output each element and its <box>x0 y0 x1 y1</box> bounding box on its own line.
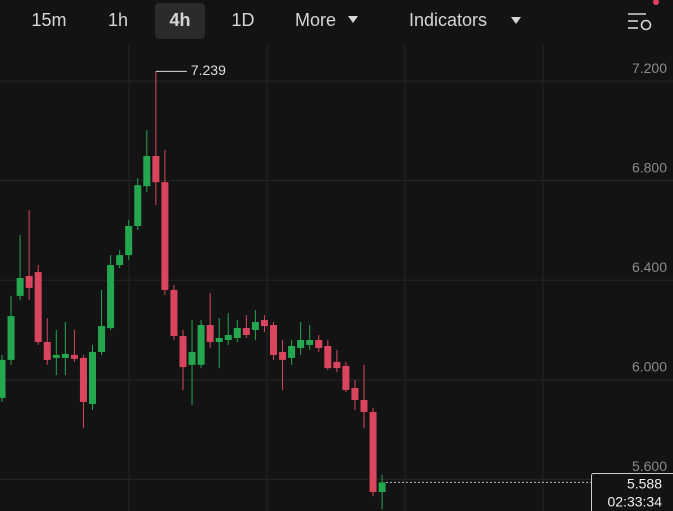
candle-body <box>279 351 287 360</box>
candle-body <box>378 482 386 493</box>
candle-body <box>0 359 6 398</box>
candle-body <box>179 336 187 368</box>
candle-body <box>333 361 341 369</box>
candle-body <box>125 225 133 256</box>
candle-body <box>70 354 78 359</box>
candle-body <box>16 278 24 296</box>
candle-body <box>324 345 332 369</box>
indicators-button[interactable]: Indicators <box>409 10 487 30</box>
candle-body <box>306 339 314 345</box>
dropdown-arrow <box>348 16 358 23</box>
candle-body <box>161 182 169 290</box>
candle-body <box>288 345 296 358</box>
interval-tab[interactable]: 1D <box>231 10 254 30</box>
candle-body <box>134 185 142 226</box>
interval-tab[interactable]: 1h <box>108 10 128 30</box>
y-tick-label: 7.200 <box>632 60 667 76</box>
candle-body <box>7 316 15 360</box>
candle-body <box>52 354 60 358</box>
candle-body <box>61 353 69 358</box>
candle-body <box>25 276 33 288</box>
candle-body <box>260 320 268 327</box>
interval-tab[interactable]: 15m <box>31 10 66 30</box>
y-tick-label: 6.800 <box>632 159 667 175</box>
candle-body <box>224 335 232 340</box>
active-tab-bg <box>155 3 205 39</box>
candle-body <box>315 339 323 348</box>
candle-body <box>188 351 196 365</box>
y-tick-label: 5.600 <box>632 458 667 474</box>
candle-body <box>116 255 124 266</box>
candle-body <box>369 411 377 493</box>
candle-body <box>79 357 87 402</box>
candle-body <box>206 325 214 342</box>
candle-body <box>297 339 305 348</box>
candle-body <box>98 326 106 352</box>
candle-body <box>351 388 359 400</box>
candle-body <box>43 341 51 360</box>
dropdown-arrow <box>511 17 521 24</box>
high-label: 7.239 <box>191 62 226 78</box>
interval-tab[interactable]: 4h <box>169 10 190 30</box>
notification-dot <box>653 0 659 5</box>
candle-body <box>270 325 277 355</box>
y-tick-label: 6.000 <box>632 359 667 375</box>
time-grid <box>128 45 544 511</box>
countdown: 02:33:34 <box>608 494 663 510</box>
price-box <box>591 473 673 511</box>
candle-body <box>197 325 205 365</box>
candle-body <box>89 351 96 404</box>
candle-body <box>215 337 223 342</box>
candle-body <box>143 156 151 187</box>
current-price: 5.588 <box>627 476 662 492</box>
candle-body <box>242 328 250 336</box>
candle-body <box>152 156 160 183</box>
candle-body <box>107 265 115 329</box>
candle-body <box>34 272 42 342</box>
candle-body <box>170 289 178 337</box>
candle-body <box>360 399 368 412</box>
settings-icon[interactable] <box>628 13 652 31</box>
more-button[interactable]: More <box>295 10 336 30</box>
candle-body <box>251 322 259 331</box>
y-tick-label: 6.400 <box>632 259 667 275</box>
candle-body <box>342 365 350 391</box>
candle-body <box>233 328 241 338</box>
